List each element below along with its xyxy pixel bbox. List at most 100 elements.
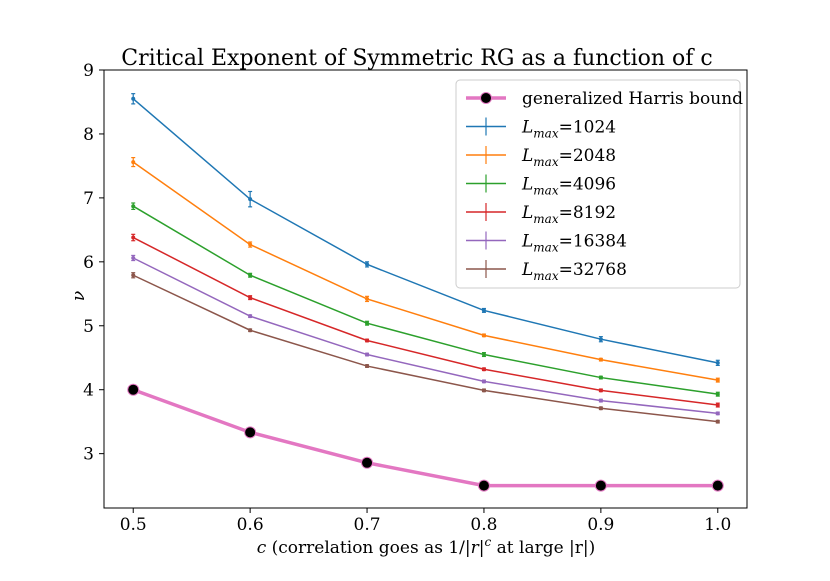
legend-label-sub: max xyxy=(533,155,559,169)
legend-label: Lmax=16384 xyxy=(521,232,627,255)
harris-point xyxy=(244,426,257,439)
series-line xyxy=(132,274,718,423)
x-axis-label-middle: (correlation goes as 1/| xyxy=(266,538,470,558)
y-tick-label: 6 xyxy=(83,253,94,273)
data-point xyxy=(248,295,253,300)
x-tick-label: 0.9 xyxy=(587,515,614,535)
legend-label: Lmax=8192 xyxy=(521,203,616,226)
legend-label-symbol: L xyxy=(521,260,533,280)
series-8192 xyxy=(131,233,720,408)
legend-label-symbol: L xyxy=(521,118,533,138)
legend-label-value: =8192 xyxy=(559,203,617,223)
legend-label-value: =16384 xyxy=(559,232,627,252)
data-point xyxy=(598,337,603,342)
legend-label-sub: max xyxy=(533,127,559,141)
legend-label-value: =4096 xyxy=(559,175,617,195)
data-point xyxy=(715,411,720,416)
data-point xyxy=(481,367,486,372)
x-axis-label-r: r xyxy=(471,538,480,558)
data-point xyxy=(481,388,486,393)
data-point xyxy=(598,406,603,411)
legend-label-symbol: L xyxy=(521,232,533,252)
data-point xyxy=(481,333,486,338)
x-tick-label: 0.6 xyxy=(237,515,264,535)
x-tick-label: 0.7 xyxy=(354,515,381,535)
y-tick-label: 4 xyxy=(83,381,94,401)
data-point xyxy=(365,352,370,357)
legend-label: Lmax=32768 xyxy=(521,260,627,283)
harris-point xyxy=(127,383,140,396)
y-tick-label: 5 xyxy=(83,317,94,337)
y-tick-label: 7 xyxy=(83,189,94,209)
x-axis-label-exp: c xyxy=(485,535,492,549)
legend-label-sub: max xyxy=(533,269,559,283)
harris-point xyxy=(477,479,490,492)
data-point xyxy=(598,357,603,362)
data-point xyxy=(131,235,136,240)
x-tick-label: 0.8 xyxy=(470,515,497,535)
data-point xyxy=(481,308,486,313)
legend-label-value: =32768 xyxy=(559,260,627,280)
legend-harris-marker xyxy=(480,92,492,104)
data-point xyxy=(131,273,136,278)
data-point xyxy=(248,197,253,202)
legend-label-sub: max xyxy=(533,184,559,198)
x-axis-label: c (correlation goes as 1/|r|c at large |… xyxy=(257,535,596,558)
data-point xyxy=(365,338,370,343)
y-tick-label: 9 xyxy=(83,61,94,81)
x-axis-label-bar: | xyxy=(479,538,485,558)
y-tick-label: 3 xyxy=(83,445,94,465)
legend-label-symbol: L xyxy=(521,203,533,223)
legend-label-sub: max xyxy=(533,212,559,226)
harris-point xyxy=(594,479,607,492)
data-point xyxy=(248,328,253,333)
chart-title: Critical Exponent of Symmetric RG as a f… xyxy=(121,46,712,71)
data-point xyxy=(365,262,370,267)
x-axis-ticks: 0.5 0.6 0.7 0.8 0.9 1.0 xyxy=(120,508,731,535)
series-line xyxy=(132,205,718,395)
data-point xyxy=(131,204,136,209)
legend-label-sub: max xyxy=(533,241,559,255)
series-32768 xyxy=(131,272,720,424)
plot-area: 0.5 0.6 0.7 0.8 0.9 1.0 3 4 5 6 7 8 9 xyxy=(83,61,748,535)
legend-label: Lmax=4096 xyxy=(521,175,616,198)
data-point xyxy=(481,352,486,357)
series-layer xyxy=(131,93,720,424)
y-axis-label: ν xyxy=(69,291,89,301)
legend-label: Lmax=1024 xyxy=(521,118,616,141)
data-point xyxy=(365,321,370,326)
data-point xyxy=(715,378,720,383)
data-point xyxy=(715,360,720,365)
series-line xyxy=(132,257,718,415)
series-16384 xyxy=(131,254,720,416)
legend-label-symbol: L xyxy=(521,146,533,166)
data-point xyxy=(248,314,253,319)
plot-frame xyxy=(103,69,748,509)
harris-point xyxy=(711,479,724,492)
series-2048 xyxy=(131,157,720,383)
data-point xyxy=(131,96,136,101)
x-tick-label: 1.0 xyxy=(704,515,731,535)
legend: generalized Harris boundLmax=1024Lmax=20… xyxy=(455,79,743,289)
x-axis-label-c: c xyxy=(257,538,267,558)
data-point xyxy=(598,375,603,380)
legend-frame xyxy=(455,79,741,289)
x-axis-label-end: at large |r|) xyxy=(491,538,595,558)
data-point xyxy=(715,419,720,424)
data-point xyxy=(715,403,720,408)
data-point xyxy=(248,242,253,247)
data-point xyxy=(715,392,720,397)
y-axis-ticks: 3 4 5 6 7 8 9 xyxy=(83,61,104,465)
harris-point xyxy=(361,456,374,469)
legend-label-symbol: L xyxy=(521,175,533,195)
data-point xyxy=(131,255,136,260)
data-point xyxy=(365,364,370,369)
x-tick-label: 0.5 xyxy=(120,515,147,535)
y-tick-label: 8 xyxy=(83,125,94,145)
data-point xyxy=(598,388,603,393)
data-point xyxy=(598,398,603,403)
series-line xyxy=(132,161,718,381)
legend-label-value: =1024 xyxy=(559,118,617,138)
harris-line xyxy=(132,388,718,488)
